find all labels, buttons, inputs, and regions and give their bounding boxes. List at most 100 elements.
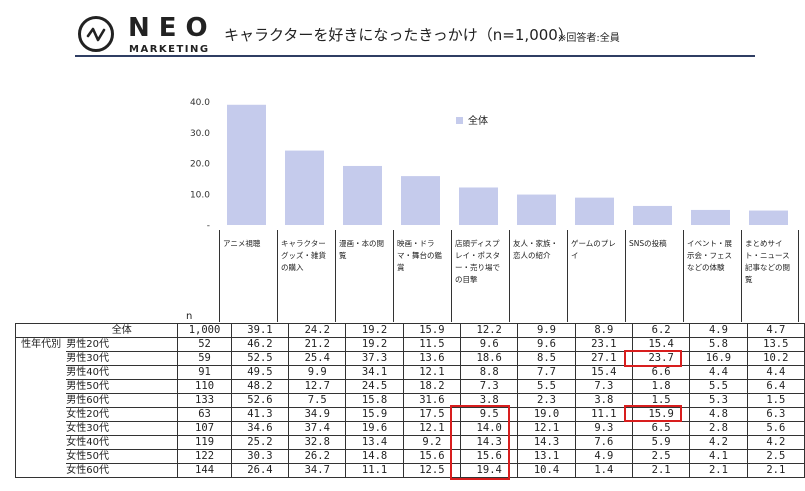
value-cell: 2.5 — [746, 449, 805, 464]
bar — [749, 210, 788, 225]
table-row: 男性30代 59 52.5 25.4 37.3 13.6 18.6 8.5 27.1 23.7 16… — [15, 351, 805, 366]
sample-size-cell: 144 — [177, 463, 232, 478]
category-label: SNSの投稿 — [625, 230, 683, 322]
value-cell: 4.9 — [574, 449, 633, 464]
value-cell: 19.2 — [345, 337, 404, 352]
value-cell: 5.9 — [631, 435, 691, 450]
value-cell: 12.2 — [460, 323, 519, 338]
bar — [691, 209, 730, 225]
value-cell: 37.3 — [345, 351, 404, 366]
value-cell: 18.6 — [460, 351, 519, 366]
header-divider — [75, 55, 755, 57]
sample-size-cell: 107 — [177, 421, 232, 436]
value-cell: 13.1 — [517, 449, 576, 464]
value-cell: 6.2 — [631, 323, 691, 338]
bar — [459, 187, 498, 225]
value-cell: 39.1 — [230, 323, 290, 338]
value-cell: 9.9 — [288, 365, 347, 380]
value-cell: 5.5 — [689, 379, 748, 394]
category-label: 漫画・本の閲覧 — [335, 230, 393, 322]
value-cell: 12.1 — [517, 421, 576, 436]
value-cell: 2.5 — [631, 449, 691, 464]
table-row: 女性40代 119 25.2 32.8 13.4 9.2 14.3 14.3 7.6 5.9 4.2… — [15, 435, 805, 450]
sample-size-cell: 119 — [177, 435, 232, 450]
value-cell: 21.2 — [288, 337, 347, 352]
table-row: 女性50代 122 30.3 26.2 14.8 15.6 15.6 13.1 4.9 2.5 4.… — [15, 449, 805, 464]
table-row: 男性60代 133 52.6 7.5 15.8 31.6 3.8 2.3 3.8 1.5 5.3 1.… — [15, 393, 805, 408]
value-cell: 11.5 — [402, 337, 462, 352]
value-cell: 12.1 — [402, 365, 462, 380]
value-cell: 8.8 — [460, 365, 519, 380]
category-label: キャラクターグッズ・雑貨の購入 — [277, 230, 335, 322]
value-cell: 4.9 — [689, 323, 748, 338]
row-label: 男性60代 — [66, 393, 179, 408]
sample-size-cell: 1,000 — [177, 323, 232, 338]
group-label-cell — [15, 449, 67, 464]
table-row: 男性50代 110 48.2 12.7 24.5 18.2 7.3 5.5 7.3 1.8 5.5 6… — [15, 379, 805, 394]
value-cell: 2.1 — [689, 463, 748, 478]
value-cell: 6.3 — [746, 407, 805, 422]
bar — [285, 150, 324, 225]
group-label-cell — [15, 393, 67, 408]
highlight-box — [624, 350, 682, 367]
value-cell: 24.2 — [288, 323, 347, 338]
sample-size-cell: 122 — [177, 449, 232, 464]
group-label-cell — [15, 463, 67, 478]
value-cell: 5.5 — [517, 379, 576, 394]
bar — [227, 104, 266, 225]
row-label: 全体 — [66, 323, 179, 338]
value-cell: 24.5 — [345, 379, 404, 394]
value-cell: 6.6 — [631, 365, 691, 380]
value-cell: 41.3 — [230, 407, 290, 422]
bar — [633, 205, 672, 225]
table-row: 全体 1,000 39.1 24.2 19.2 15.9 12.2 9.9 8.9 6.2 4.9 4… — [15, 323, 805, 338]
value-cell: 34.6 — [230, 421, 290, 436]
page-title: キャラクターを好きになったきっかけ（n=1,000） — [224, 26, 573, 44]
value-cell: 26.2 — [288, 449, 347, 464]
value-cell: 2.3 — [517, 393, 576, 408]
respondent-note: ※回答者:全員 — [558, 33, 620, 44]
logo-sub-text: MARKETING — [129, 44, 210, 55]
value-cell: 12.5 — [402, 463, 462, 478]
value-cell: 19.0 — [517, 407, 576, 422]
value-cell: 14.8 — [345, 449, 404, 464]
group-label-cell — [15, 435, 67, 450]
value-cell: 14.3 — [517, 435, 576, 450]
value-cell: 13.6 — [402, 351, 462, 366]
row-label: 男性30代 — [66, 351, 179, 366]
logo-main-text: NEO — [128, 13, 217, 43]
sample-size-cell: 63 — [177, 407, 232, 422]
bar — [575, 197, 614, 225]
value-cell: 32.8 — [288, 435, 347, 450]
table-row: 男性40代 91 49.5 9.9 34.1 12.1 8.8 7.7 15.4 6.6 4.4 4.… — [15, 365, 805, 380]
sample-size-cell: 133 — [177, 393, 232, 408]
y-tick-label: - — [207, 221, 210, 231]
logo-circle-icon — [78, 16, 114, 52]
sample-size-cell: 110 — [177, 379, 232, 394]
y-tick-label: 20.0 — [190, 160, 210, 170]
value-cell: 34.9 — [288, 407, 347, 422]
row-label: 女性30代 — [66, 421, 179, 436]
bar-chart: - 10.0 20.0 30.0 40.0 全体 — [190, 98, 788, 231]
value-cell: 25.4 — [288, 351, 347, 366]
row-label: 男性20代 — [66, 337, 179, 352]
value-cell: 4.2 — [689, 435, 748, 450]
value-cell: 7.3 — [460, 379, 519, 394]
group-label-cell: 性年代別 — [15, 337, 67, 352]
value-cell: 10.4 — [517, 463, 576, 478]
group-label-cell — [15, 323, 67, 338]
value-cell: 19.6 — [345, 421, 404, 436]
value-cell: 4.4 — [689, 365, 748, 380]
value-cell: 6.5 — [631, 421, 691, 436]
value-cell: 16.9 — [689, 351, 748, 366]
value-cell: 19.2 — [345, 323, 404, 338]
row-label: 女性50代 — [66, 449, 179, 464]
sample-size-cell: 91 — [177, 365, 232, 380]
value-cell: 13.5 — [746, 337, 805, 352]
bar — [517, 194, 556, 225]
value-cell: 9.6 — [460, 337, 519, 352]
table-row: 女性30代 107 34.6 37.4 19.6 12.1 14.0 12.1 9.3 6.5 2.… — [15, 421, 805, 436]
category-label: 映画・ドラマ・舞台の鑑賞 — [393, 230, 451, 322]
value-cell: 5.8 — [689, 337, 748, 352]
value-cell: 9.3 — [574, 421, 633, 436]
